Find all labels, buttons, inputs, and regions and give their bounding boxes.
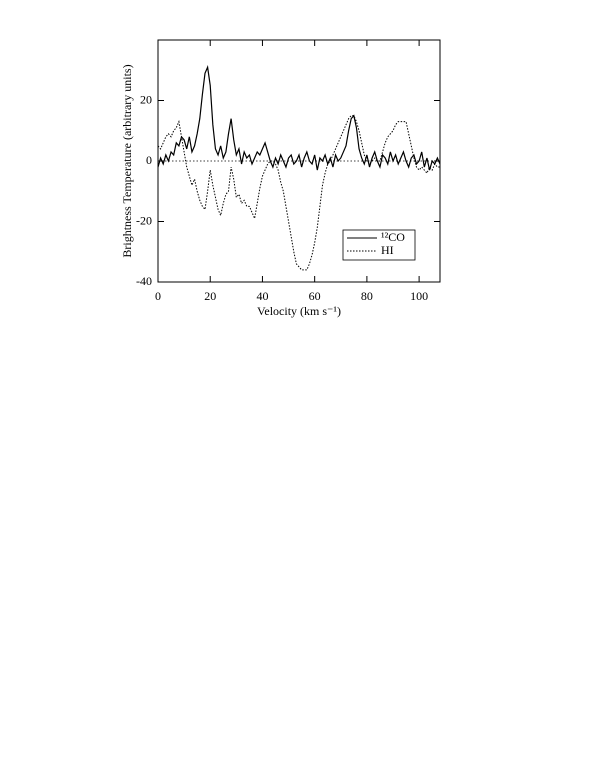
x-tick-label: 0 — [155, 289, 161, 303]
y-tick-label: -40 — [136, 274, 152, 288]
data-line — [157, 115, 440, 271]
y-tick-label: 20 — [140, 92, 152, 106]
x-tick-label: 20 — [204, 289, 216, 303]
legend-label: ¹²CO — [381, 230, 405, 244]
x-tick-label: 40 — [256, 289, 268, 303]
legend-label: HI — [381, 243, 394, 257]
x-tick-label: 80 — [361, 289, 373, 303]
data-line — [157, 65, 441, 171]
x-tick-label: 100 — [410, 289, 428, 303]
y-tick-label: 0 — [146, 153, 152, 167]
y-tick-label: -20 — [136, 213, 152, 227]
x-axis-label: Velocity (km s⁻¹) — [257, 304, 341, 318]
x-tick-label: 60 — [309, 289, 321, 303]
legend-box — [342, 229, 416, 261]
y-axis-label: Brightness Temperature (arbitrary units) — [120, 64, 134, 257]
